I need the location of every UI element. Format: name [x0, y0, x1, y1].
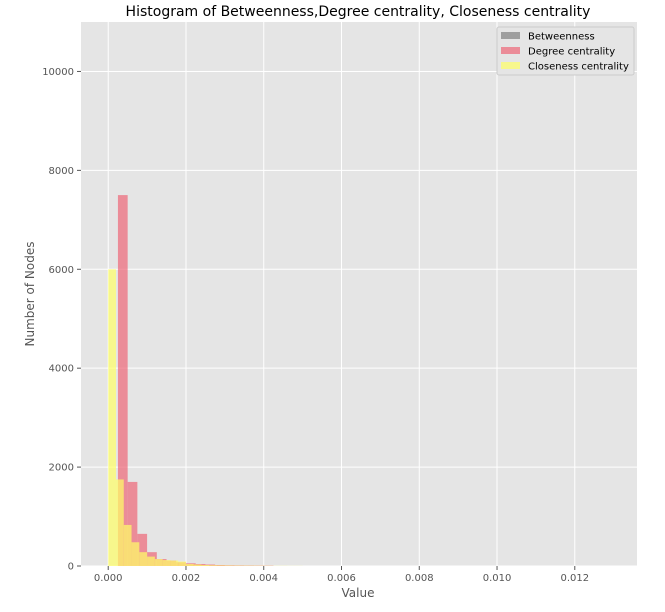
x-tick-label: 0.002 [172, 573, 201, 584]
x-tick-label: 0.006 [327, 573, 356, 584]
y-tick-label: 6000 [49, 265, 74, 276]
x-tick-label: 0.010 [483, 573, 512, 584]
histogram-bars [108, 195, 303, 566]
legend-label: Betweenness [528, 32, 595, 43]
closeness-centrality-bar [123, 524, 132, 566]
closeness-centrality-bar [131, 542, 140, 566]
closeness-centrality-bar [147, 556, 155, 566]
y-tick-label: 8000 [49, 166, 74, 177]
closeness-centrality-bar [185, 564, 194, 566]
closeness-centrality-bar [217, 565, 225, 566]
y-axis-label: Number of Nodes [23, 242, 37, 347]
degree-centrality-bar [137, 533, 148, 566]
degree-centrality-bar [117, 195, 128, 566]
y-tick-label: 0 [68, 562, 74, 573]
legend-swatch [501, 47, 520, 54]
y-tick-label: 4000 [49, 364, 74, 375]
legend-swatch [501, 62, 520, 69]
legend-label: Degree centrality [528, 47, 615, 58]
legend: Betweenness Degree centrality Closeness ce… [496, 26, 635, 76]
chart-title: Histogram of Betweenness,Degree centrali… [126, 4, 591, 20]
closeness-centrality-bar [178, 561, 186, 566]
closeness-centrality-bar [209, 565, 218, 566]
closeness-centrality-bar [170, 560, 179, 566]
plot-area [81, 22, 637, 566]
closeness-centrality-bar [115, 479, 124, 566]
closeness-centrality-bar [139, 552, 148, 566]
x-tick-label: 0.000 [94, 573, 123, 584]
x-tick-label: 0.012 [560, 573, 589, 584]
closeness-centrality-bar [154, 559, 163, 566]
x-tick-label: 0.008 [405, 573, 434, 584]
axis-ticks: 0.000 0.002 0.004 0.006 0.008 0.010 0.012 0 2000… [42, 67, 589, 584]
legend-label: Closeness centrality [528, 62, 629, 73]
closeness-centrality-bar [201, 565, 210, 566]
closeness-centrality-bar [108, 269, 116, 566]
closeness-centrality-bar [193, 564, 202, 566]
legend-swatch [501, 32, 520, 39]
x-axis-label: Value [342, 586, 375, 600]
y-tick-label: 2000 [49, 463, 74, 474]
legend-box [496, 26, 635, 76]
x-tick-label: 0.004 [249, 573, 278, 584]
closeness-centrality-bar [162, 560, 171, 566]
y-tick-label: 10000 [42, 67, 74, 78]
degree-centrality-bar [127, 481, 138, 566]
